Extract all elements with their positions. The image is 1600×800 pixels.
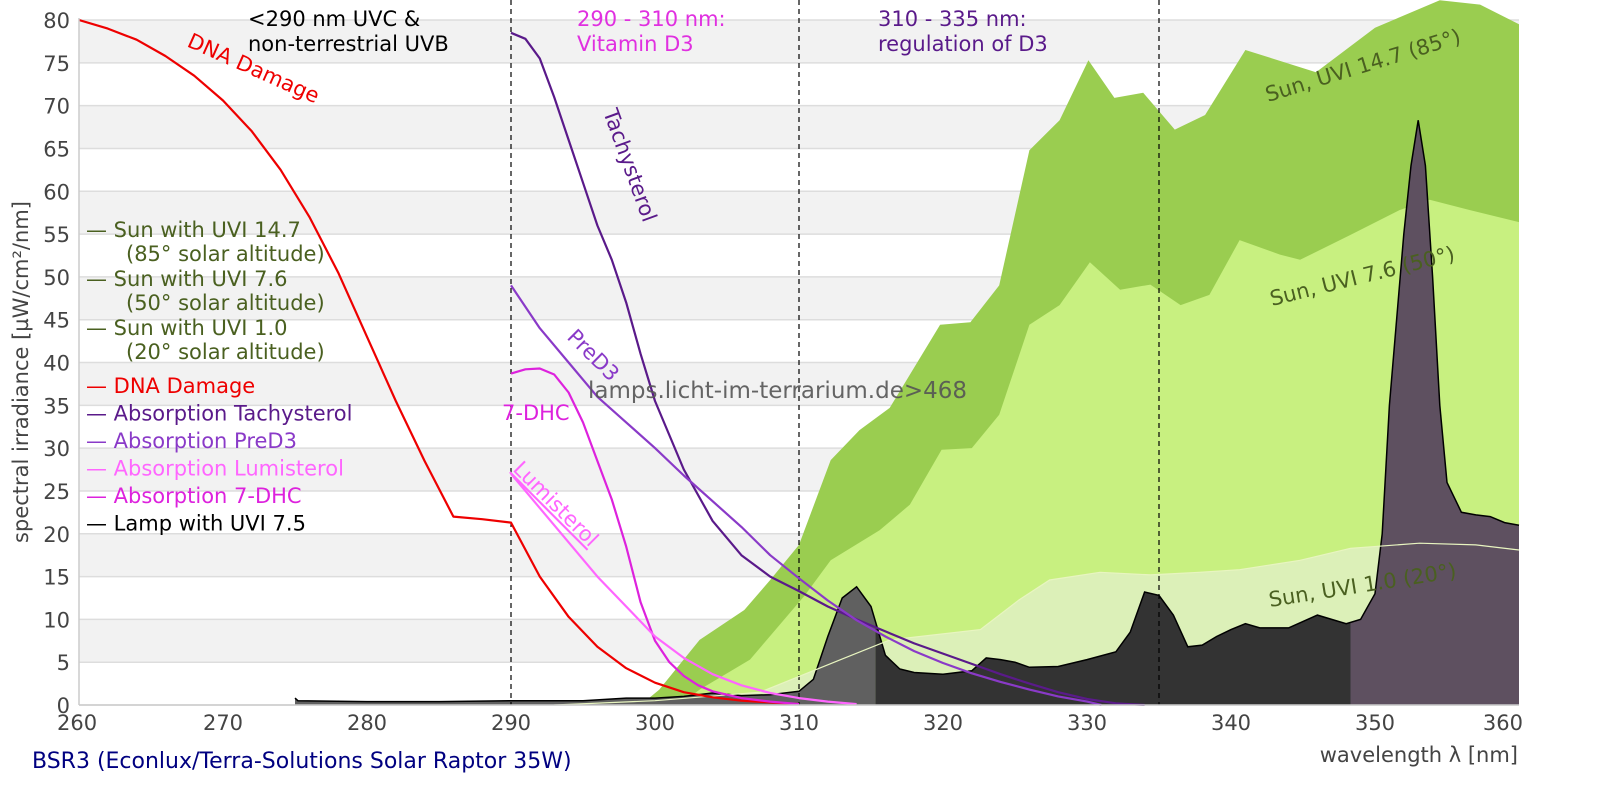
y-tick-label: 0 (57, 694, 70, 718)
region-divider-lines (510, 0, 1160, 705)
area-lamp-with-uvi-7-5-uva1 (1350, 120, 1519, 705)
x-tick-label: 320 (923, 711, 963, 735)
y-tick-labels: 0 5 10 15 20 25 30 35 40 45 50 55 60 65 70 75 80 (43, 9, 70, 718)
legend: — Sun with UVI 14.7(85° solar altitude)—… (86, 218, 352, 536)
y-tick-label: 5 (57, 651, 70, 675)
region-label-d3-line1: 290 - 310 nm: (577, 7, 726, 31)
legend-entry: — Absorption PreD3 (86, 429, 297, 453)
x-tick-label: 260 (57, 711, 97, 735)
legend-entry-sub: (85° solar altitude) (126, 242, 325, 266)
line-series (79, 18, 1520, 706)
region-label-uvc-line1: <290 nm UVC & (248, 7, 420, 31)
y-tick-label: 35 (43, 394, 70, 418)
legend-entry: — Absorption Tachysterol (86, 402, 352, 426)
curve-label-7dhc: 7-DHC (502, 401, 570, 425)
region-label-regulation-line2: regulation of D3 (878, 32, 1048, 56)
y-tick-label: 80 (43, 9, 70, 33)
x-tick-label: 270 (203, 711, 243, 735)
x-tick-label: 290 (491, 711, 531, 735)
area-lamp-with-uvi-7-5-uva2 (875, 592, 1351, 705)
x-tick-label: 300 (635, 711, 675, 735)
legend-entry-sub: (50° solar altitude) (126, 291, 325, 315)
y-tick-label: 20 (43, 523, 70, 547)
region-labels: <290 nm UVC & non-terrestrial UVB 290 - … (248, 7, 1048, 56)
watermark: lamps.licht-im-terrarium.de>468 (588, 378, 967, 404)
x-tick-label: 310 (779, 711, 819, 735)
legend-entry-sub: (20° solar altitude) (126, 340, 325, 364)
y-tick-label: 40 (43, 352, 70, 376)
y-tick-label: 60 (43, 180, 70, 204)
axes (78, 18, 1519, 706)
x-axis-title: wavelength λ [nm] (1320, 743, 1518, 767)
legend-entry: — Sun with UVI 1.0 (86, 316, 288, 340)
region-label-uvc-line2: non-terrestrial UVB (248, 32, 449, 56)
region-label-d3-line2: Vitamin D3 (577, 32, 694, 56)
line-sun-uvi-1-0-outline (554, 542, 1520, 706)
line-absorption-7-dhc (510, 367, 800, 706)
y-tick-label: 25 (43, 480, 70, 504)
x-tick-label: 340 (1211, 711, 1251, 735)
line-dna-damage (79, 18, 800, 706)
legend-entry: — Absorption 7-DHC (86, 484, 302, 508)
legend-entry: — Lamp with UVI 7.5 (86, 512, 306, 536)
area-series (294, 0, 1520, 706)
y-tick-label: 50 (43, 266, 70, 290)
y-tick-label: 55 (43, 223, 70, 247)
chart-title: BSR3 (Econlux/Terra-Solutions Solar Rapt… (32, 749, 572, 774)
y-tick-label: 70 (43, 95, 70, 119)
region-label-regulation-line1: 310 - 335 nm: (878, 7, 1027, 31)
line-absorption-pred3 (510, 284, 1102, 706)
y-tick-label: 65 (43, 137, 70, 161)
x-tick-label: 360 (1483, 711, 1523, 735)
y-tick-label: 15 (43, 566, 70, 590)
legend-entry: — Sun with UVI 7.6 (86, 267, 288, 291)
x-tick-labels: 260 270 280 290 300 310 320 330 340 350 360 (57, 711, 1523, 735)
y-tick-label: 45 (43, 309, 70, 333)
legend-entry: — DNA Damage (86, 374, 255, 398)
legend-entry: — Absorption Lumisterol (86, 457, 344, 481)
area-lamp-with-uvi-7-5-uvb (295, 586, 876, 705)
y-tick-label: 30 (43, 437, 70, 461)
x-tick-label: 280 (347, 711, 387, 735)
x-tick-label: 330 (1067, 711, 1107, 735)
line-absorption-lumisterol (510, 473, 857, 706)
y-tick-label: 75 (43, 52, 70, 76)
y-axis-title: spectral irradiance [µW/cm²/nm] (9, 201, 33, 543)
legend-entry: — Sun with UVI 14.7 (86, 218, 301, 242)
y-tick-label: 10 (43, 608, 70, 632)
line-absorption-tachysterol (510, 31, 1145, 706)
x-tick-label: 350 (1355, 711, 1395, 735)
